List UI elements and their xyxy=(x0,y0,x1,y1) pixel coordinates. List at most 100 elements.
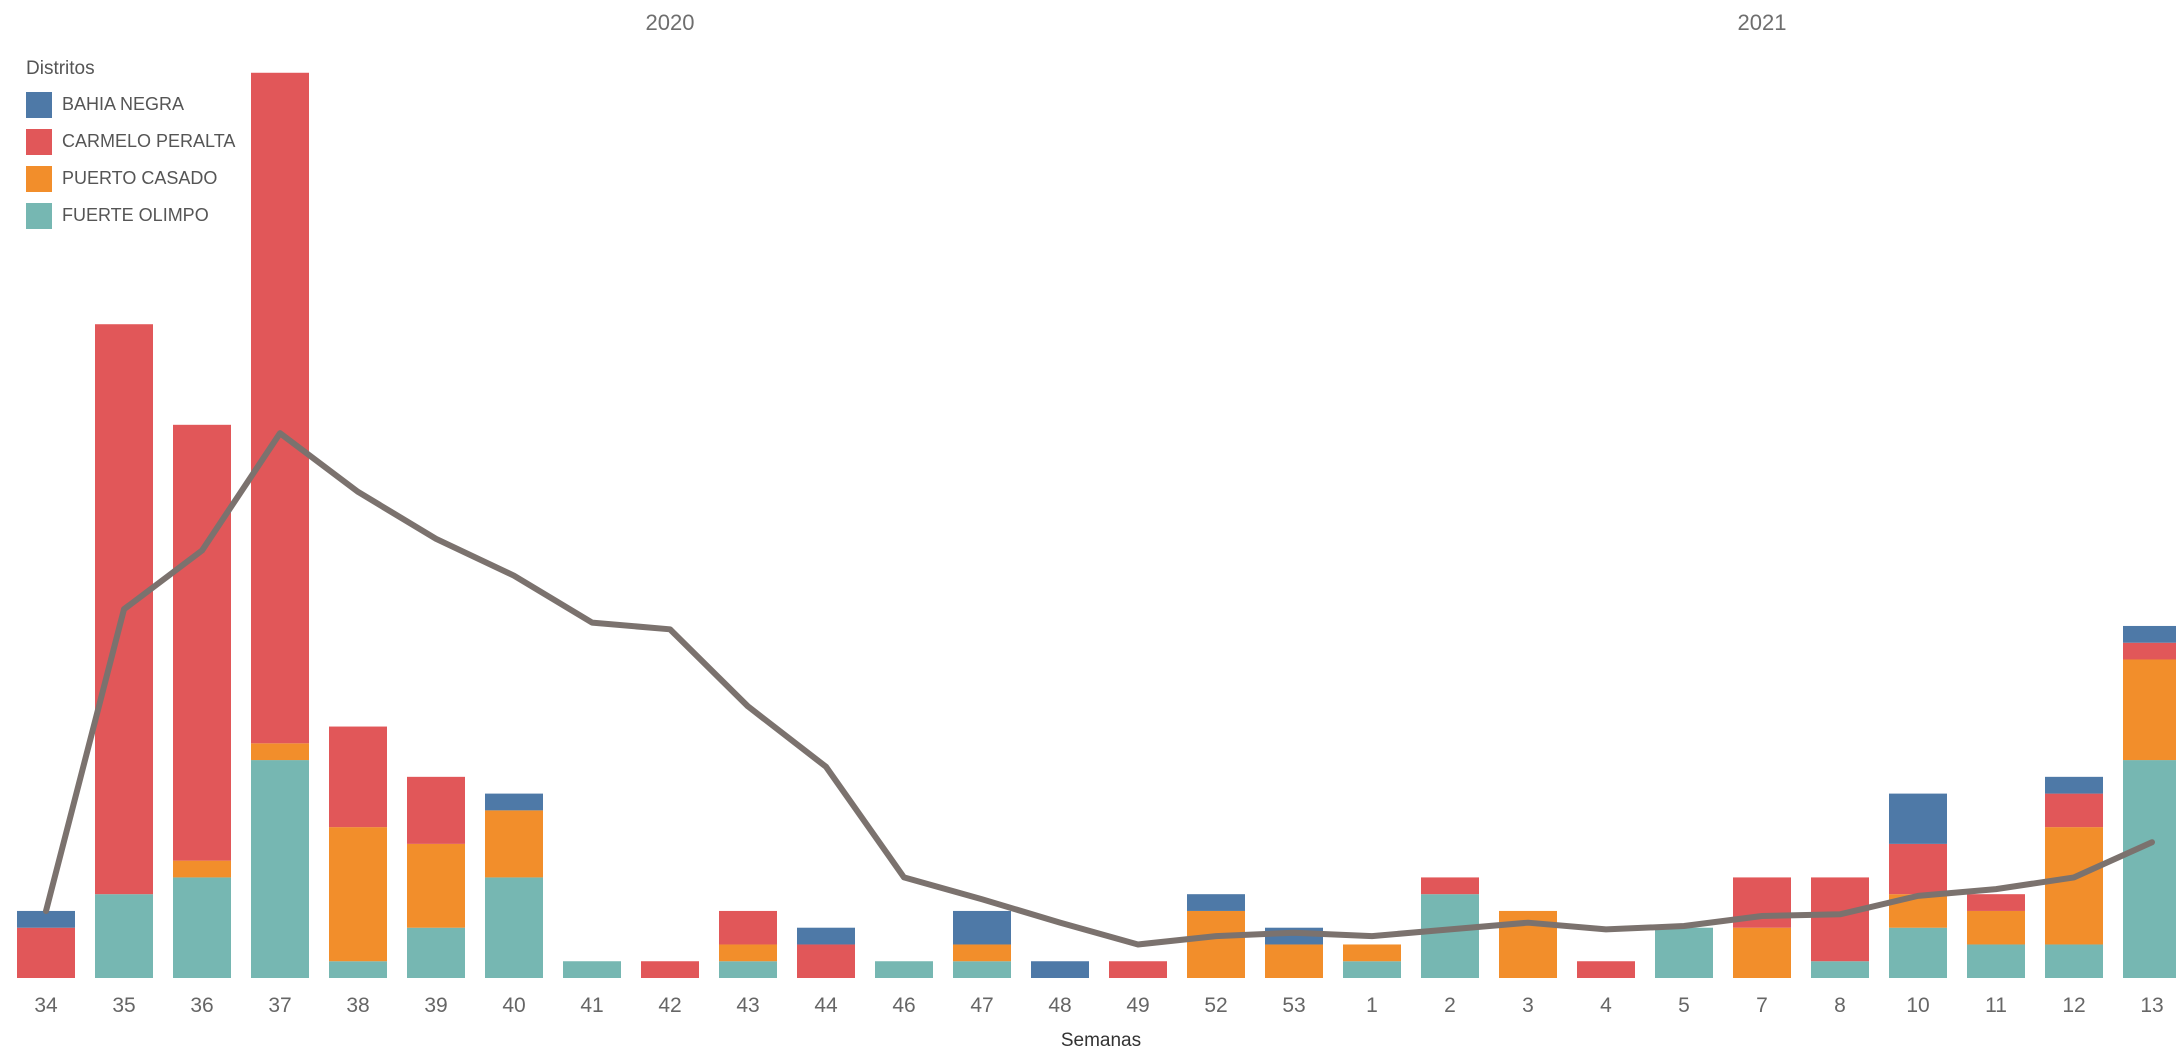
bar-segment-fuerte-olimpo[interactable] xyxy=(1655,927,1713,978)
bar-segment-carmelo-peralta[interactable] xyxy=(251,72,309,744)
bar-segment-carmelo-peralta[interactable] xyxy=(1811,877,1869,962)
bar-segment-carmelo-peralta[interactable] xyxy=(173,424,231,861)
bar-segment-carmelo-peralta[interactable] xyxy=(1577,961,1635,978)
x-tick-label: 38 xyxy=(346,994,369,1017)
x-axis-title: Semanas xyxy=(1060,1030,1142,1051)
bar-segment-carmelo-peralta[interactable] xyxy=(2123,642,2176,660)
x-tick-label: 42 xyxy=(658,994,681,1017)
x-tick-label: 41 xyxy=(580,994,603,1017)
bar-segment-carmelo-peralta[interactable] xyxy=(407,776,465,844)
legend-swatch xyxy=(26,128,52,155)
bar-segment-fuerte-olimpo[interactable] xyxy=(407,927,465,978)
bar-segment-bahia-negra[interactable] xyxy=(17,910,75,928)
legend-label: BAHIA NEGRA xyxy=(62,94,185,114)
legend-item-bahia-negra[interactable]: BAHIA NEGRA xyxy=(26,86,235,123)
bar-segment-fuerte-olimpo[interactable] xyxy=(1811,961,1869,978)
x-tick-label: 7 xyxy=(1756,994,1768,1017)
bar-segment-carmelo-peralta[interactable] xyxy=(1967,894,2025,911)
x-tick-label: 3 xyxy=(1522,994,1534,1017)
x-tick-label: 2 xyxy=(1444,994,1456,1017)
bar-segment-fuerte-olimpo[interactable] xyxy=(329,961,387,978)
legend-label: PUERTO CASADO xyxy=(62,168,218,188)
bar-segment-carmelo-peralta[interactable] xyxy=(797,944,855,978)
bar-segment-bahia-negra[interactable] xyxy=(797,927,855,945)
bar-segment-fuerte-olimpo[interactable] xyxy=(1343,961,1401,978)
x-tick-label: 37 xyxy=(268,994,291,1017)
legend[interactable]: Distritos BAHIA NEGRA CARMELO PERALTA PU… xyxy=(26,58,236,234)
x-tick-label: 48 xyxy=(1048,994,1071,1017)
legend-swatch xyxy=(26,165,52,192)
bar-segment-bahia-negra[interactable] xyxy=(1187,894,1245,911)
legend-item-carmelo-peralta[interactable]: CARMELO PERALTA xyxy=(26,123,235,160)
bar-segment-puerto-casado[interactable] xyxy=(953,944,1011,962)
x-tick-label: 4 xyxy=(1600,994,1612,1017)
legend-title: Distritos xyxy=(26,58,95,79)
bar-segment-puerto-casado[interactable] xyxy=(1187,910,1245,978)
x-tick-label: 35 xyxy=(112,994,135,1017)
x-tick-label: 46 xyxy=(892,994,915,1017)
bar-segment-puerto-casado[interactable] xyxy=(1265,944,1323,978)
x-tick-label: 53 xyxy=(1282,994,1305,1017)
bar-segment-puerto-casado[interactable] xyxy=(1343,944,1401,962)
bar-segment-puerto-casado[interactable] xyxy=(173,860,231,878)
bar-segment-bahia-negra[interactable] xyxy=(1031,961,1089,978)
x-tick-label: 8 xyxy=(1834,994,1846,1017)
bar-segment-puerto-casado[interactable] xyxy=(719,944,777,962)
bar-segment-fuerte-olimpo[interactable] xyxy=(1421,894,1479,978)
bar-segment-fuerte-olimpo[interactable] xyxy=(485,877,543,978)
bar-segment-bahia-negra[interactable] xyxy=(485,793,543,811)
bar-segment-bahia-negra[interactable] xyxy=(953,910,1011,945)
x-tick-label: 49 xyxy=(1126,994,1149,1017)
legend-label: FUERTE OLIMPO xyxy=(62,205,209,225)
bar-segment-fuerte-olimpo[interactable] xyxy=(719,961,777,978)
bar-segment-carmelo-peralta[interactable] xyxy=(329,726,387,828)
bar-segment-puerto-casado[interactable] xyxy=(2045,827,2103,945)
bar-segment-fuerte-olimpo[interactable] xyxy=(173,877,231,978)
year-label-2021: 2021 xyxy=(1737,10,1787,35)
bar-segment-puerto-casado[interactable] xyxy=(485,810,543,878)
x-tick-label: 1 xyxy=(1366,994,1378,1017)
bar-segment-bahia-negra[interactable] xyxy=(1889,793,1947,844)
x-tick-label: 13 xyxy=(2140,994,2163,1017)
legend-item-puerto-casado[interactable]: PUERTO CASADO xyxy=(26,160,235,197)
trend-line xyxy=(43,430,2155,948)
legend-swatch xyxy=(26,202,52,229)
x-tick-label: 11 xyxy=(1985,994,2007,1017)
bar-segment-puerto-casado[interactable] xyxy=(1967,910,2025,945)
year-label-2020: 2020 xyxy=(645,10,695,35)
bar-segment-bahia-negra[interactable] xyxy=(2123,625,2176,643)
bar-segment-fuerte-olimpo[interactable] xyxy=(1967,944,2025,978)
bar-segment-carmelo-peralta[interactable] xyxy=(2045,793,2103,828)
x-tick-label: 10 xyxy=(1906,994,1929,1017)
x-tick-label: 39 xyxy=(424,994,447,1017)
x-tick-label: 40 xyxy=(502,994,525,1017)
bar-segment-fuerte-olimpo[interactable] xyxy=(95,894,153,978)
x-tick-label: 47 xyxy=(970,994,993,1017)
bar-segment-carmelo-peralta[interactable] xyxy=(1889,843,1947,895)
bar-segment-puerto-casado[interactable] xyxy=(407,843,465,928)
x-tick-label: 52 xyxy=(1204,994,1227,1017)
bar-segment-fuerte-olimpo[interactable] xyxy=(1889,927,1947,978)
bar-segment-puerto-casado[interactable] xyxy=(251,743,309,761)
bar-segment-fuerte-olimpo[interactable] xyxy=(2123,760,2176,978)
legend-item-fuerte-olimpo[interactable]: FUERTE OLIMPO xyxy=(26,197,235,234)
bar-segment-carmelo-peralta[interactable] xyxy=(1109,961,1167,978)
bar-segment-fuerte-olimpo[interactable] xyxy=(2045,944,2103,978)
x-tick-label: 43 xyxy=(736,994,759,1017)
bar-segment-bahia-negra[interactable] xyxy=(2045,776,2103,794)
bar-segment-fuerte-olimpo[interactable] xyxy=(953,961,1011,978)
bar-segment-carmelo-peralta[interactable] xyxy=(641,961,699,978)
bar-segment-fuerte-olimpo[interactable] xyxy=(875,961,933,978)
bar-segment-fuerte-olimpo[interactable] xyxy=(563,961,621,978)
bar-segment-carmelo-peralta[interactable] xyxy=(1421,877,1479,895)
x-tick-label: 5 xyxy=(1678,994,1690,1017)
bar-segment-puerto-casado[interactable] xyxy=(1733,927,1791,978)
bar-segment-puerto-casado[interactable] xyxy=(2123,659,2176,761)
x-tick-label: 44 xyxy=(814,994,838,1017)
bar-segment-carmelo-peralta[interactable] xyxy=(719,910,777,945)
bar-segment-puerto-casado[interactable] xyxy=(329,827,387,962)
bar-segment-carmelo-peralta[interactable] xyxy=(17,927,75,978)
bar-segment-fuerte-olimpo[interactable] xyxy=(251,760,309,978)
